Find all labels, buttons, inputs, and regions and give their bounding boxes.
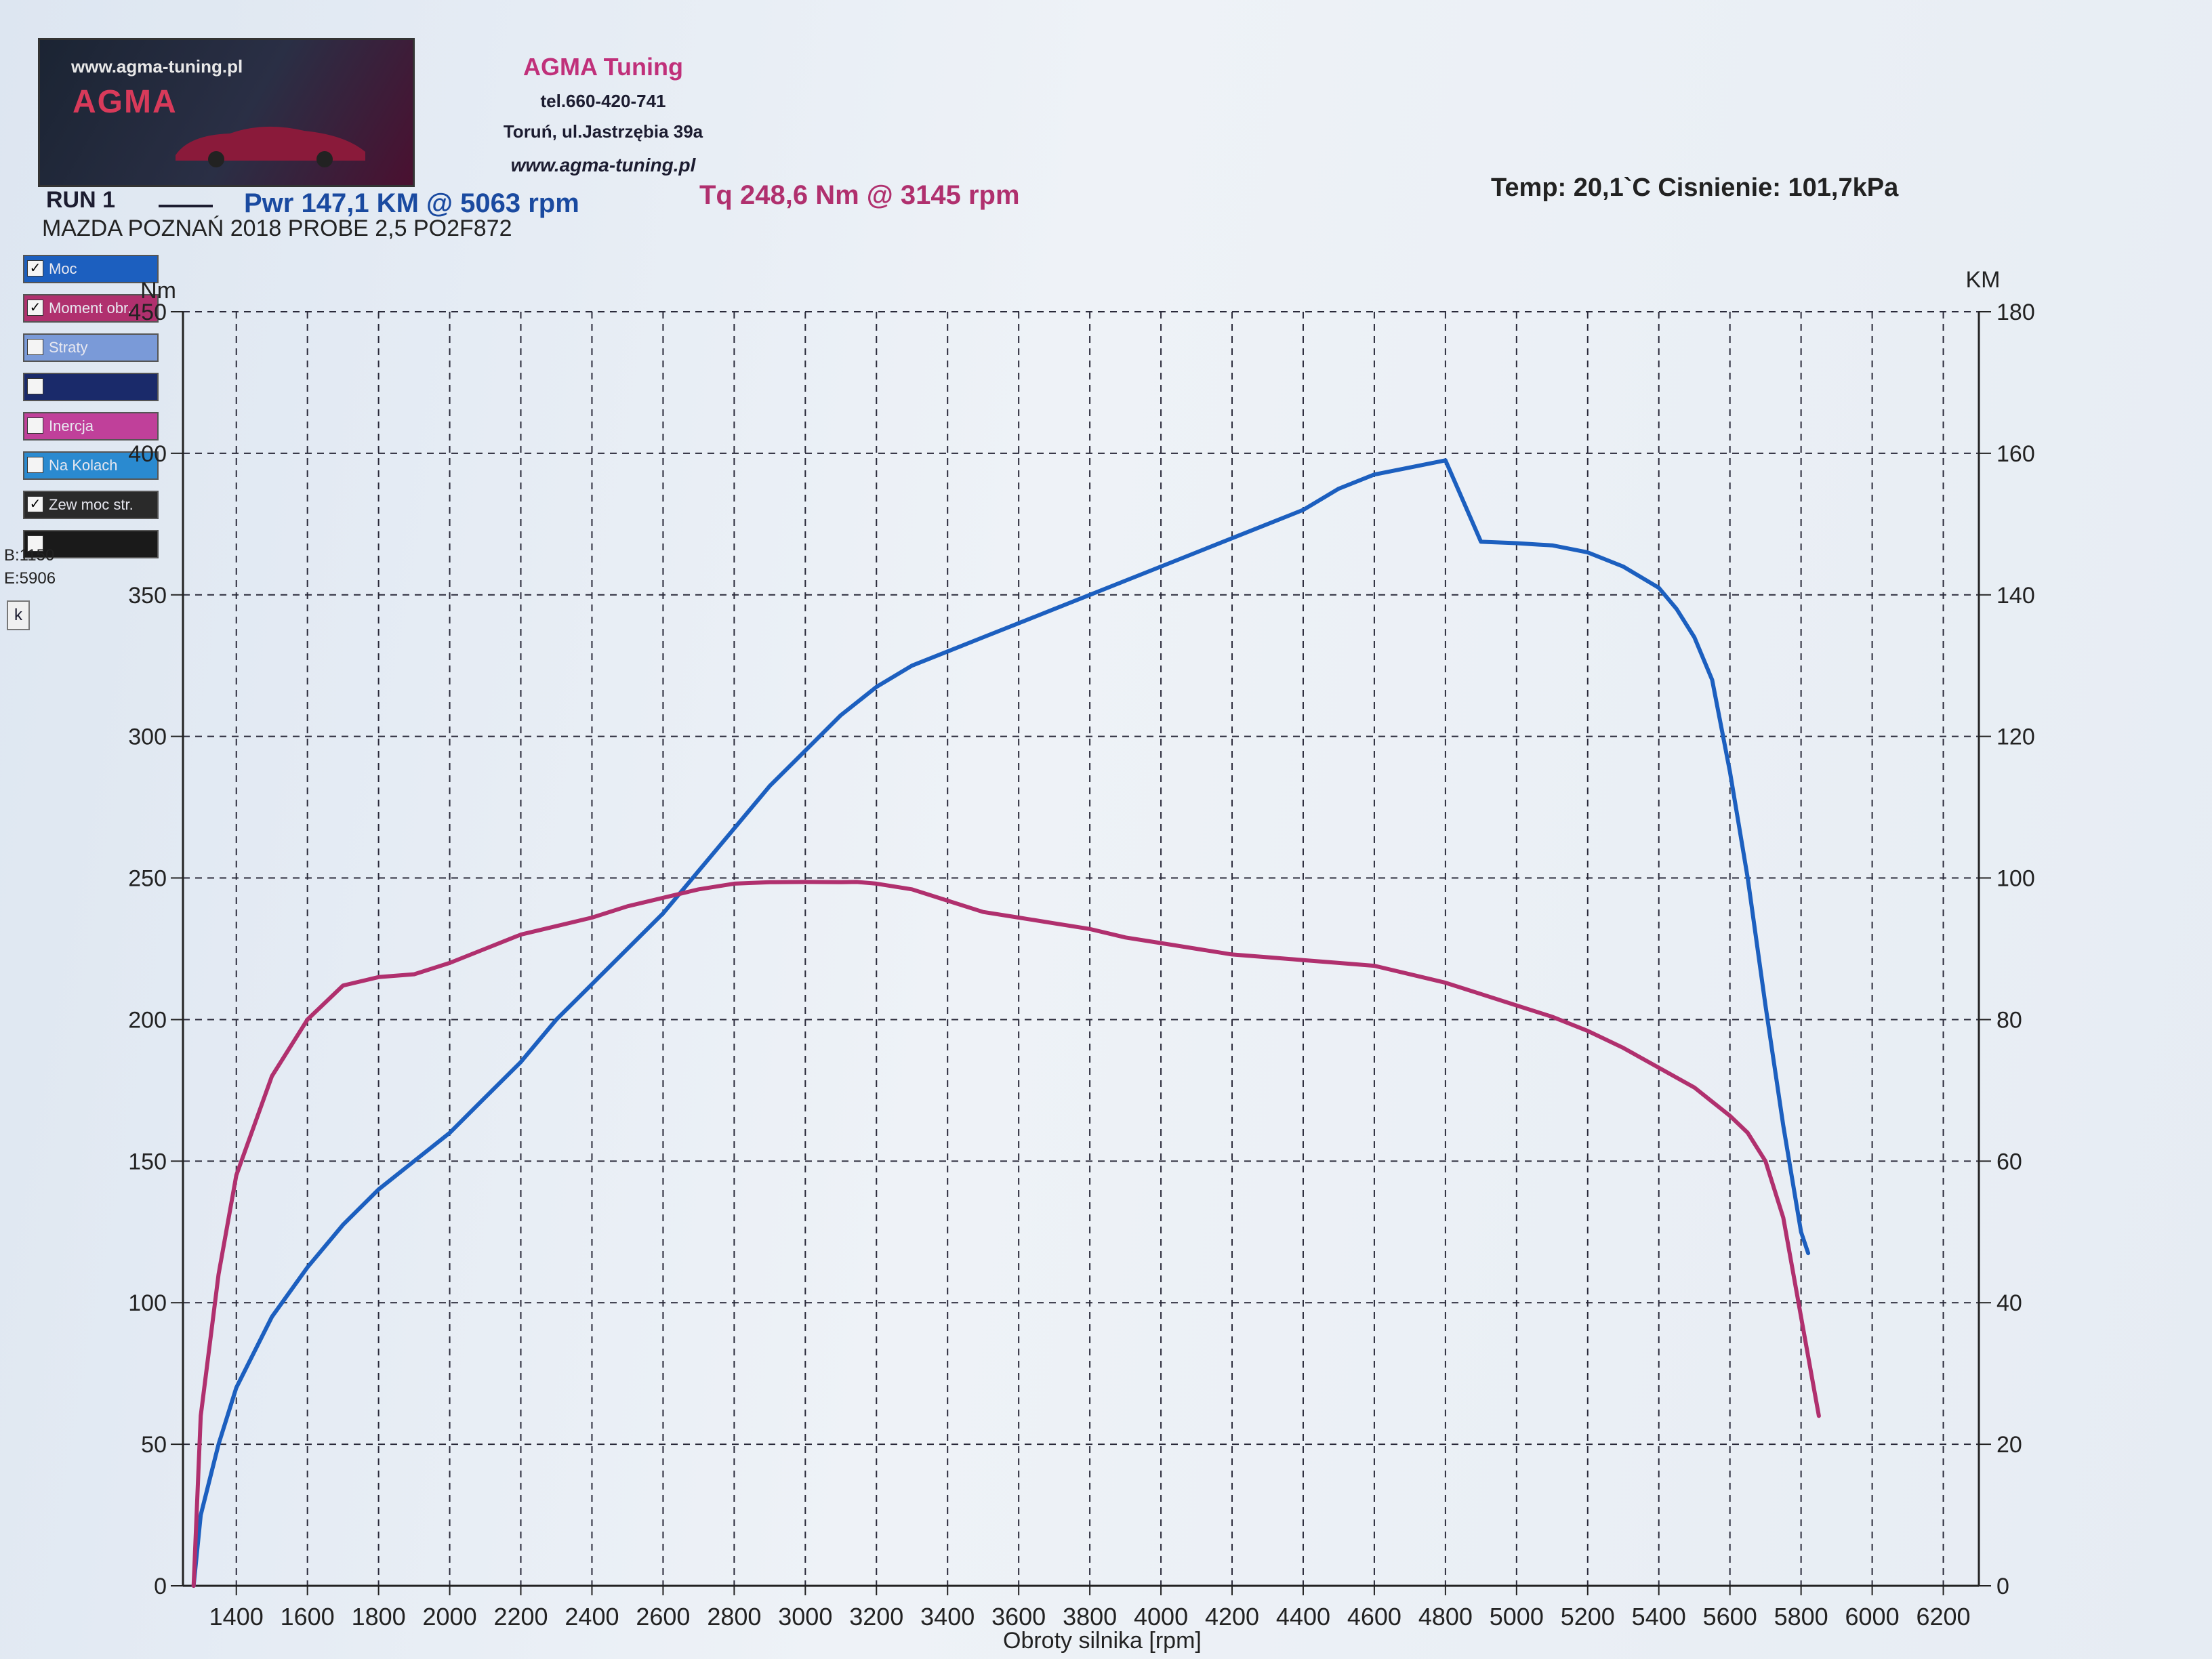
y-left-tick-label: 200 xyxy=(128,1007,167,1033)
x-tick-label: 5800 xyxy=(1774,1603,1828,1631)
environment-summary: Temp: 20,1`C Cisnienie: 101,7kPa xyxy=(1491,173,1899,202)
series-line-torque xyxy=(191,880,1821,1588)
y-left-tick-label: 400 xyxy=(128,441,167,467)
legend-item-blank[interactable] xyxy=(23,373,159,401)
range-begin: B:1150 xyxy=(4,546,55,565)
x-tick-label: 1400 xyxy=(209,1603,264,1631)
x-tick-label: 2000 xyxy=(423,1603,477,1631)
legend-item-straty[interactable]: Straty xyxy=(23,333,159,362)
legend-item-zew-moc[interactable]: ✓ Zew moc str. xyxy=(23,491,159,519)
y-left-tick-label: 300 xyxy=(128,724,167,750)
x-tick-label: 5200 xyxy=(1561,1603,1615,1631)
legend-item-inercja[interactable]: Inercja xyxy=(23,412,159,441)
legend-label: Na Kolach xyxy=(49,457,118,474)
legend-checkbox[interactable]: ✓ xyxy=(27,260,43,276)
x-tick-label: 4400 xyxy=(1276,1603,1330,1631)
legend-label: Inercja xyxy=(49,417,94,434)
y-right-tick-label: 120 xyxy=(1996,724,2035,750)
x-tick-label: 2400 xyxy=(565,1603,619,1631)
x-tick-label: 5600 xyxy=(1703,1603,1757,1631)
y-left-tick-label: 150 xyxy=(128,1149,167,1174)
x-tick-label: 1600 xyxy=(281,1603,335,1631)
vehicle-title: MAZDA POZNAŃ 2018 PROBE 2,5 PO2F872 xyxy=(42,216,512,241)
x-tick-label: 3600 xyxy=(991,1603,1046,1631)
x-tick-label: 4200 xyxy=(1205,1603,1259,1631)
y-right-tick-label: 20 xyxy=(1996,1432,2022,1458)
legend-label: Moment obr. xyxy=(49,300,132,316)
company-block: AGMA Tuning tel.660-420-741 Toruń, ul.Ja… xyxy=(441,53,766,176)
curve-legend: ✓ Moc ✓ Moment obr. Straty Inercja Na Kola… xyxy=(23,255,159,569)
agma-logo: www.agma-tuning.pl AGMA xyxy=(38,38,415,187)
y-right-tick-label: 40 xyxy=(1996,1290,2022,1316)
legend-label: Zew moc str. xyxy=(49,496,134,513)
legend-checkbox[interactable]: ✓ xyxy=(27,496,43,512)
x-tick-label: 3000 xyxy=(778,1603,832,1631)
series-line-power xyxy=(191,458,1811,1588)
legend-checkbox[interactable] xyxy=(27,417,43,434)
legend-label: Moc xyxy=(49,260,77,277)
legend-item-na-kolach[interactable]: Na Kolach xyxy=(23,451,159,480)
car-icon xyxy=(176,126,365,167)
x-tick-label: 1800 xyxy=(352,1603,406,1631)
x-tick-label: 4600 xyxy=(1347,1603,1401,1631)
company-address: Toruń, ul.Jastrzębia 39a xyxy=(503,121,703,142)
x-tick-label: 3400 xyxy=(920,1603,975,1631)
power-summary: Pwr 147,1 KM @ 5063 rpm xyxy=(244,188,579,218)
y-left-tick-label: 50 xyxy=(141,1432,167,1458)
k-button[interactable]: k xyxy=(7,600,30,630)
company-name: AGMA Tuning xyxy=(523,53,683,81)
legend-checkbox[interactable] xyxy=(27,339,43,355)
logo-text: AGMA xyxy=(73,84,178,120)
company-website: www.agma-tuning.pl xyxy=(510,155,696,176)
run-line-sample xyxy=(159,205,213,207)
x-tick-label: 6200 xyxy=(1916,1603,1970,1631)
y-left-tick-label: 250 xyxy=(128,866,167,892)
company-phone: tel.660-420-741 xyxy=(540,91,666,111)
run-label: RUN 1 xyxy=(46,187,116,213)
y-right-tick-label: 100 xyxy=(1996,866,2035,892)
y-right-tick-label: 160 xyxy=(1996,441,2035,467)
legend-item-moment[interactable]: ✓ Moment obr. xyxy=(23,294,159,323)
range-end: E:5906 xyxy=(4,569,56,588)
y-right-tick-label: 140 xyxy=(1996,583,2035,609)
y-left-tick-label: 100 xyxy=(128,1290,167,1316)
legend-item-moc[interactable]: ✓ Moc xyxy=(23,255,159,283)
x-tick-label: 2200 xyxy=(493,1603,548,1631)
y-right-tick-label: 180 xyxy=(1996,300,2035,325)
torque-summary: Tq 248,6 Nm @ 3145 rpm xyxy=(699,180,1020,210)
x-tick-label: 6000 xyxy=(1845,1603,1900,1631)
x-tick-label: 3800 xyxy=(1063,1603,1117,1631)
y-right-tick-label: 60 xyxy=(1996,1149,2022,1174)
legend-checkbox[interactable] xyxy=(27,535,43,552)
y-left-axis-label: Nm xyxy=(140,278,176,304)
y-right-axis-label: KM xyxy=(1966,267,2001,293)
x-tick-label: 5000 xyxy=(1490,1603,1544,1631)
x-tick-label: 4000 xyxy=(1134,1603,1188,1631)
legend-checkbox[interactable] xyxy=(27,378,43,394)
y-left-tick-label: 350 xyxy=(128,583,167,609)
x-tick-label: 4800 xyxy=(1418,1603,1473,1631)
x-tick-label: 2800 xyxy=(707,1603,761,1631)
x-axis-label: Obroty silnika [rpm] xyxy=(1003,1628,1202,1654)
legend-item-blank-2[interactable] xyxy=(23,530,159,558)
legend-checkbox[interactable] xyxy=(27,457,43,473)
logo-url: www.agma-tuning.pl xyxy=(71,56,243,77)
y-left-tick-label: 0 xyxy=(154,1574,167,1599)
x-tick-label: 2600 xyxy=(636,1603,690,1631)
x-tick-label: 5400 xyxy=(1632,1603,1686,1631)
y-right-tick-label: 0 xyxy=(1996,1574,2009,1599)
legend-label: Straty xyxy=(49,339,88,356)
legend-checkbox[interactable]: ✓ xyxy=(27,300,43,316)
y-right-tick-label: 80 xyxy=(1996,1007,2022,1033)
y-left-tick-label: 450 xyxy=(128,300,167,325)
x-tick-label: 3200 xyxy=(849,1603,903,1631)
